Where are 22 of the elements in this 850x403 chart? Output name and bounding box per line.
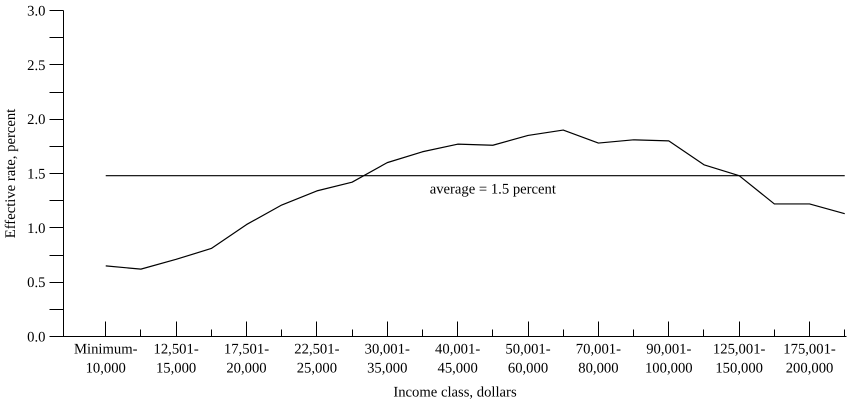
x-tick-label: 175,001- 200,000	[783, 342, 836, 377]
x-tick-label: Minimum- 10,000	[74, 342, 138, 377]
x-tick-label: 30,001- 35,000	[364, 342, 410, 377]
y-tick-label: 3.0	[27, 4, 46, 20]
x-tick-label: 17,501- 20,000	[224, 342, 270, 377]
x-tick-label: 22,501- 25,000	[294, 342, 340, 377]
y-axis-title: Effective rate, percent	[3, 108, 20, 238]
y-tick-label: 2.5	[27, 58, 46, 74]
line-series	[105, 129, 846, 270]
x-tick-label: 12,501- 15,000	[154, 342, 199, 377]
y-tick-label: 2.0	[27, 112, 46, 128]
x-tick-label: 90,001- 100,000	[644, 342, 693, 377]
y-tick-label: 0.5	[27, 275, 46, 292]
ref-line-label: average = 1.5 percent	[430, 182, 556, 198]
x-tick-label: 125,001- 150,000	[712, 342, 766, 377]
x-tick-label: 50,001- 60,000	[505, 342, 551, 377]
x-tick-label: 70,001- 80,000	[576, 342, 622, 377]
x-axis-title: Income class, dollars	[393, 384, 517, 401]
y-tick-label: 1.5	[27, 166, 46, 182]
y-tick-label: 1.0	[27, 220, 46, 237]
x-tick-label: 40,001- 45,000	[435, 342, 480, 377]
y-tick-label: 0.0	[27, 330, 46, 346]
